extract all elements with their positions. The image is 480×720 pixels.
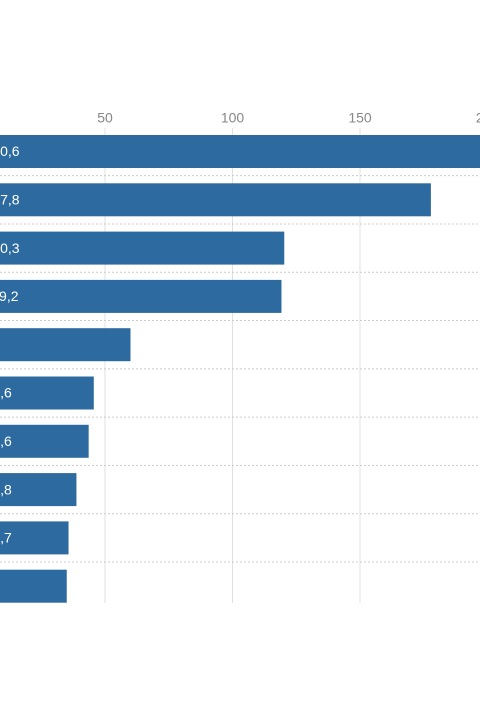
value-label: 119,2 xyxy=(0,288,19,304)
value-label: 38,8 xyxy=(0,481,12,497)
bar xyxy=(0,424,89,458)
bar xyxy=(0,569,67,603)
bar xyxy=(0,135,480,168)
bar xyxy=(0,183,431,217)
x-tick-label: 100 xyxy=(221,110,245,126)
value-label: 45,6 xyxy=(0,385,12,401)
bar xyxy=(0,279,282,313)
value-label: 177,8 xyxy=(0,192,20,208)
bar xyxy=(0,376,94,410)
value-label: 43,6 xyxy=(0,433,12,449)
bar xyxy=(0,328,131,362)
value-label: 120,3 xyxy=(0,240,20,256)
value-label: 35,7 xyxy=(0,530,12,546)
bar xyxy=(0,521,69,555)
bar xyxy=(0,231,285,265)
bar xyxy=(0,473,77,507)
x-tick-label: 200 xyxy=(476,110,480,126)
x-tick-label: 50 xyxy=(97,110,113,126)
value-label: 250,6 xyxy=(0,143,20,159)
x-tick-label: 150 xyxy=(348,110,372,126)
